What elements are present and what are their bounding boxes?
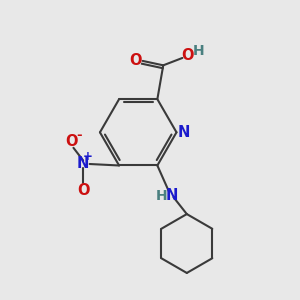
Text: -: - (76, 129, 82, 142)
Text: N: N (77, 156, 89, 171)
Text: +: + (83, 150, 93, 163)
Text: N: N (165, 188, 178, 203)
Text: H: H (156, 188, 168, 203)
Text: O: O (65, 134, 77, 149)
Text: O: O (77, 183, 89, 198)
Text: O: O (130, 52, 142, 68)
Text: H: H (193, 44, 204, 58)
Text: O: O (182, 48, 194, 63)
Text: N: N (178, 125, 190, 140)
